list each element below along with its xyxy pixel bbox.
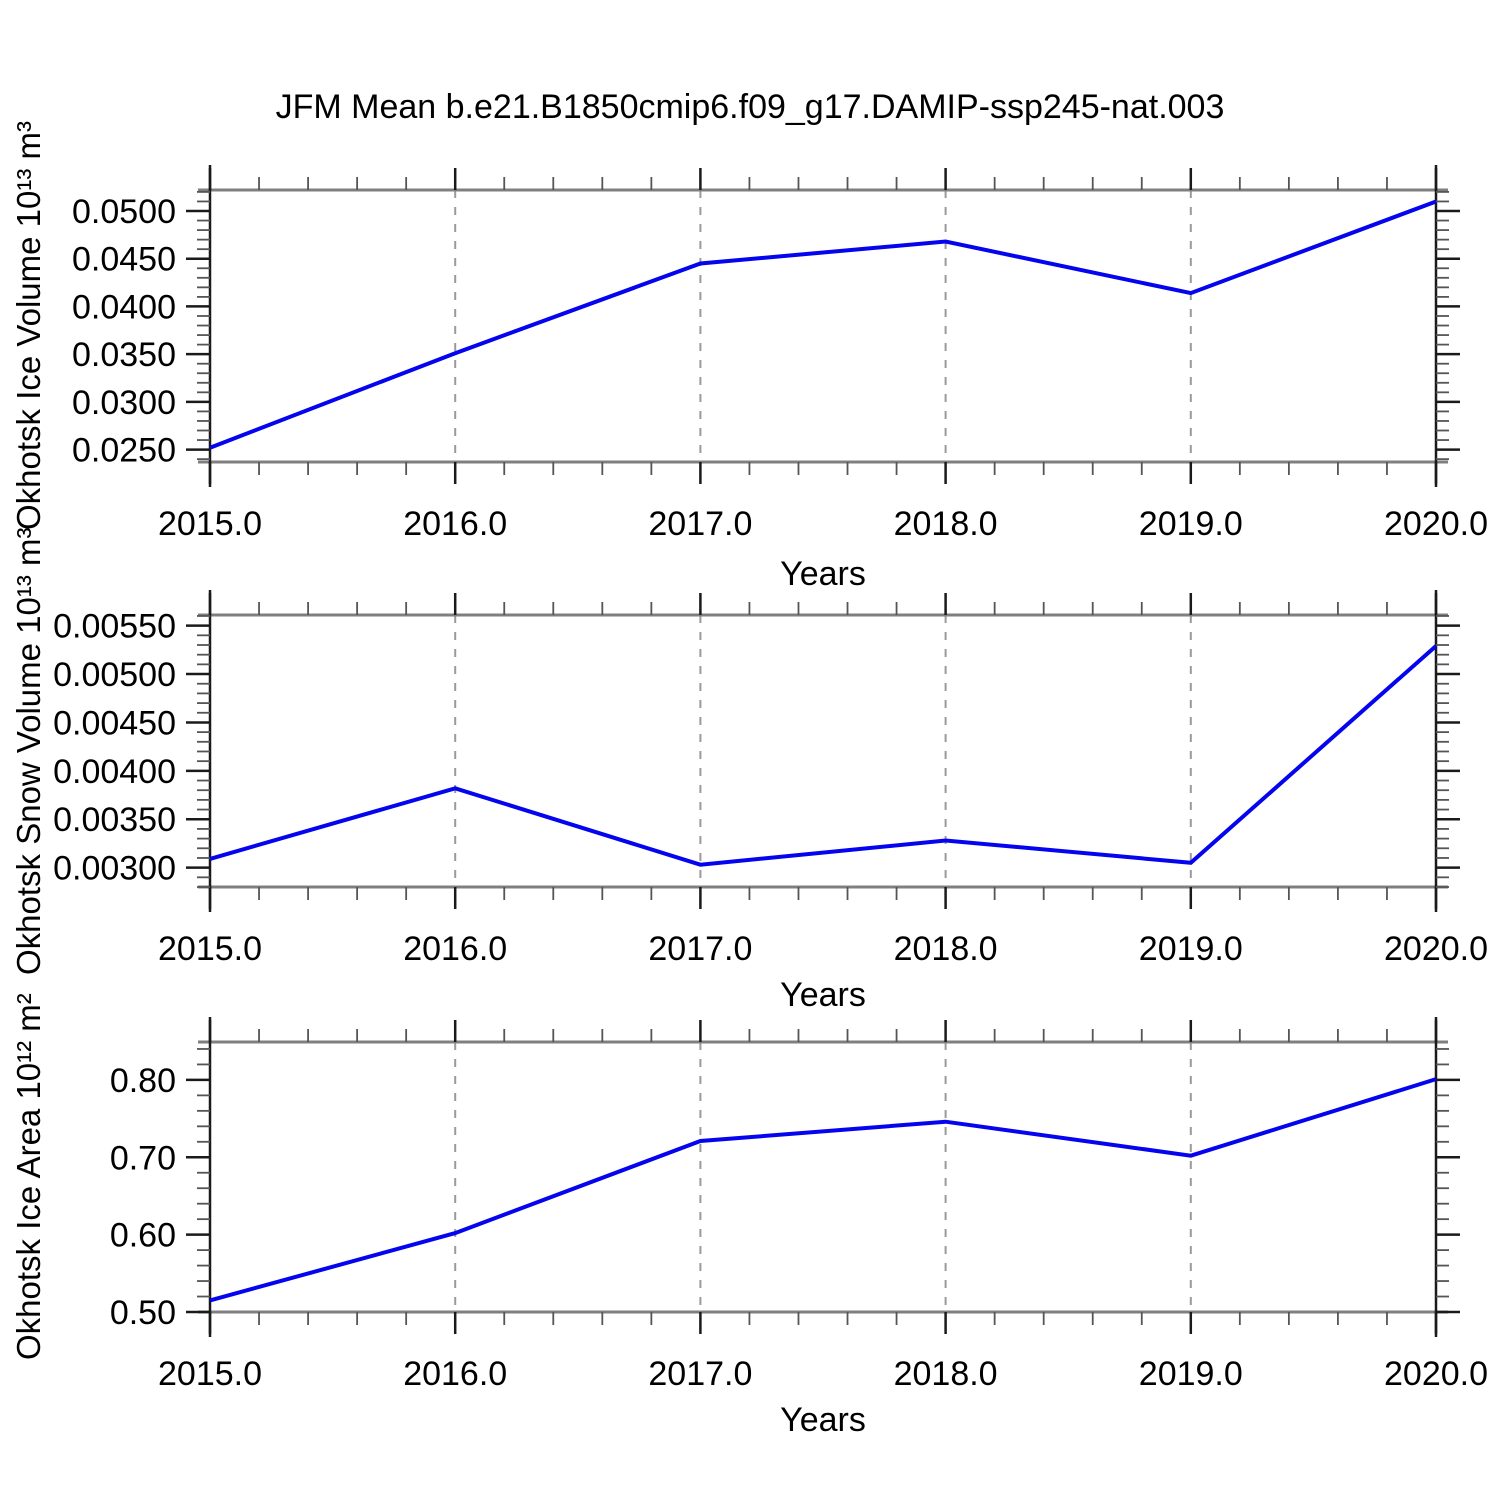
chart-panel-1: 0.0250 0.0300 0.0350 0.0400 0.0450 0.0500 2015… [72,165,1488,543]
y-tick-label: 0.60 [110,1217,176,1255]
x-tick-label: 2019.0 [1139,505,1243,543]
y-axis-label-ice-area: Okhotsk Ice Area 10¹² m² [10,993,47,1361]
x-tick-label: 2020.0 [1384,505,1488,543]
x-tick-label: 2017.0 [648,505,752,543]
chart-panel-3: 0.50 0.60 0.70 0.80 2015.0 2016.0 2017.0 2018.0… [110,1017,1488,1393]
x-tick-label: 2015.0 [158,930,262,968]
x-axis-label-years-3: Years [780,1401,866,1439]
y-tick-label: 0.00450 [53,704,176,742]
x-tick-label: 2017.0 [648,1355,752,1393]
x-tick-label: 2017.0 [648,930,752,968]
y-tick-label: 0.80 [110,1062,176,1100]
x-tick-label: 2016.0 [403,505,507,543]
x-tick-label: 2018.0 [894,930,998,968]
y-tick-label: 0.00300 [53,850,176,888]
x-tick-label: 2019.0 [1139,1355,1243,1393]
y-tick-label: 0.50 [110,1294,176,1332]
x-tick-label: 2018.0 [894,1355,998,1393]
x-tick-label: 2019.0 [1139,930,1243,968]
x-tick-label: 2020.0 [1384,1355,1488,1393]
y-tick-label: 0.00500 [53,656,176,694]
data-line [209,1077,1437,1303]
x-tick-label: 2015.0 [158,1355,262,1393]
y-tick-label: 0.0300 [72,384,176,422]
y-tick-label: 0.0500 [72,193,176,231]
x-tick-label: 2015.0 [158,505,262,543]
data-line [209,644,1438,867]
x-tick-label: 2020.0 [1384,930,1488,968]
y-tick-label: 0.0350 [72,336,176,374]
figure-title: JFM Mean b.e21.B1850cmip6.f09_g17.DAMIP-… [275,88,1225,126]
x-axis-label-years-1: Years [780,555,866,593]
y-tick-label: 0.00550 [53,608,176,646]
chart-panel-2: 0.00300 0.00350 0.00400 0.00450 0.00500 0.005… [53,590,1488,968]
y-tick-label: 0.00400 [53,753,176,791]
x-tick-label: 2016.0 [403,1355,507,1393]
y-tick-label: 0.0450 [72,241,176,279]
x-tick-label: 2016.0 [403,930,507,968]
x-axis-label-years-2: Years [780,976,866,1014]
y-tick-label: 0.00350 [53,801,176,839]
x-tick-label: 2018.0 [894,505,998,543]
y-tick-label: 0.0250 [72,432,176,470]
data-line [209,199,1437,450]
y-tick-label: 0.70 [110,1139,176,1177]
y-tick-label: 0.0400 [72,288,176,326]
